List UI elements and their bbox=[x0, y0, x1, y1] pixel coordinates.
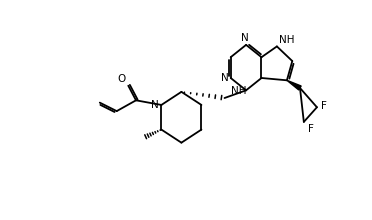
Text: F: F bbox=[308, 124, 314, 134]
Text: N: N bbox=[221, 73, 228, 83]
Text: F: F bbox=[321, 101, 327, 111]
Text: N: N bbox=[241, 33, 249, 43]
Text: NH: NH bbox=[279, 35, 295, 45]
Text: N: N bbox=[151, 100, 158, 110]
Polygon shape bbox=[287, 80, 301, 90]
Text: NH: NH bbox=[231, 86, 246, 96]
Text: O: O bbox=[118, 74, 126, 84]
